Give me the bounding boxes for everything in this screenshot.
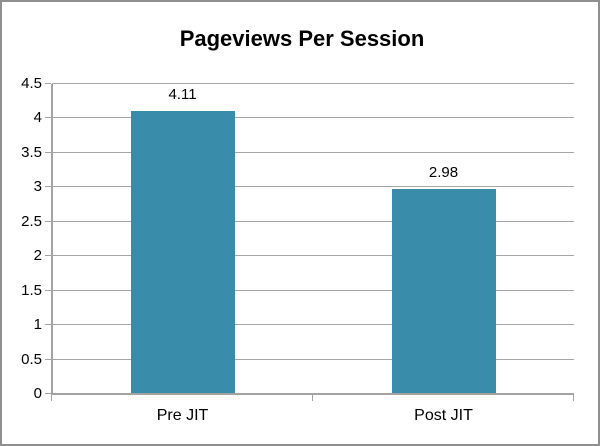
- gridline: [52, 220, 574, 222]
- bar-value-label: 2.98: [428, 163, 459, 181]
- y-axis-tick: [45, 117, 51, 119]
- y-axis-tick: [45, 83, 51, 84]
- y-axis-tick: [45, 186, 51, 188]
- y-axis-tick-label: 1: [33, 316, 42, 334]
- y-axis-tick-label: 3.5: [21, 143, 42, 161]
- y-axis-tick-label: 4.5: [21, 75, 42, 92]
- x-axis-line: [51, 393, 574, 395]
- y-axis-line: [51, 84, 53, 394]
- y-axis-tick-label: 1.5: [21, 281, 42, 299]
- y-axis-tick-label: 0: [33, 385, 42, 402]
- x-axis-tick: [312, 395, 313, 401]
- gridline: [52, 117, 574, 119]
- y-axis-tick-label: 3: [33, 178, 42, 196]
- gridline: [52, 83, 574, 84]
- chart-title: Pageviews Per Session: [179, 26, 425, 51]
- y-axis-tick-label: 2: [33, 247, 42, 265]
- bar: [391, 188, 496, 393]
- bar-value-label: 4.11: [168, 85, 197, 103]
- gridline: [52, 324, 574, 326]
- y-axis-tick-label: 4: [33, 109, 42, 127]
- y-axis-tick: [45, 393, 51, 394]
- gridline: [52, 358, 574, 360]
- x-axis-tick: [573, 395, 574, 401]
- y-axis-tick: [45, 324, 51, 326]
- y-axis-tick: [45, 151, 51, 153]
- bar: [130, 110, 235, 393]
- gridline: [52, 255, 574, 257]
- y-axis-tick: [45, 220, 51, 222]
- gridline: [52, 289, 574, 291]
- x-axis-category-label: Post JIT: [414, 407, 473, 424]
- y-axis-tick: [45, 289, 51, 291]
- y-axis-tick-label: 2.5: [21, 212, 42, 230]
- y-axis-tick: [45, 255, 51, 257]
- y-axis-tick: [45, 358, 51, 360]
- gridline: [52, 186, 574, 188]
- y-axis-tick-label: 0.5: [21, 350, 42, 368]
- x-axis-tick: [51, 395, 52, 401]
- x-axis-category-label: Pre JIT: [156, 407, 209, 424]
- gridline: [52, 151, 574, 153]
